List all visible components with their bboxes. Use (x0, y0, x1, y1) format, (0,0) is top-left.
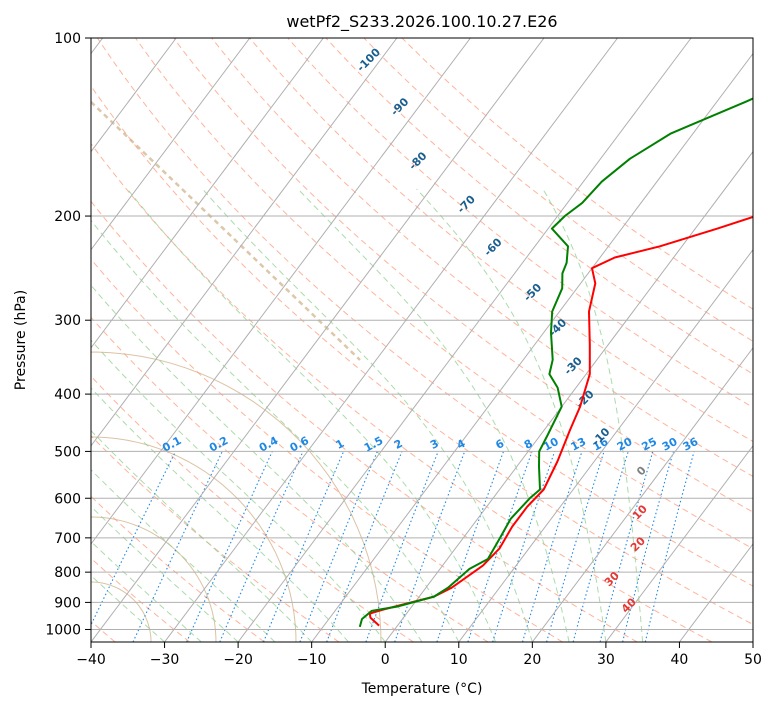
isotherm-line (91, 38, 545, 642)
mixing-ratio-label: 30 (660, 435, 680, 454)
mixing-ratio-line (219, 451, 304, 642)
mixing-ratio-line (467, 451, 533, 642)
dry-adiabat-line (135, 38, 753, 550)
mixing-ratio-line (572, 451, 629, 642)
mixing-ratio-label: 25 (639, 435, 659, 454)
mixing-ratio-label: 13 (569, 435, 589, 454)
mixing-ratio-line (91, 451, 177, 627)
dry-adiabats (91, 38, 753, 642)
isotherm-line (91, 38, 398, 447)
y-tick-label: 700 (54, 531, 81, 547)
isotherm-line (91, 38, 177, 153)
x-tick-label: −40 (76, 652, 106, 668)
dry-adiabat-line (91, 375, 414, 642)
mixing-ratio-line (599, 451, 654, 642)
y-tick-label: 800 (54, 565, 81, 581)
moist-adiabat-line (91, 429, 313, 642)
moist-adiabat-line (202, 188, 533, 642)
dry-adiabat-line (91, 258, 563, 642)
dry-adiabat-line (173, 38, 753, 513)
x-tick-label: 40 (671, 652, 689, 668)
isotherm-line (91, 38, 471, 545)
dry-adiabat-line (401, 38, 753, 310)
background-curve (91, 351, 382, 642)
dry-adiabat-line (325, 38, 753, 375)
mixing-ratio-line (436, 451, 505, 642)
mixing-ratio-line (186, 451, 273, 642)
mixing-ratio-line (262, 451, 345, 642)
isotherm-line (91, 38, 324, 349)
x-tick-label: 0 (381, 652, 390, 668)
y-tick-label: 600 (54, 491, 81, 507)
y-tick-label: 300 (54, 313, 81, 329)
x-tick-label: 10 (450, 652, 468, 668)
dewpoint-profile-line (358, 97, 753, 628)
y-tick-label: 400 (54, 387, 81, 403)
mixing-ratio-line (492, 451, 556, 642)
x-tick-label: 30 (597, 652, 615, 668)
mixing-ratio-line (644, 451, 695, 642)
moist-adiabat-line (416, 188, 607, 642)
pressure-gridlines (91, 38, 753, 630)
dry-adiabat-line (96, 38, 753, 587)
isotherm-gridlines (91, 38, 753, 642)
y-tick-label: 200 (54, 209, 81, 225)
isotherm-line (237, 38, 692, 642)
dry-adiabat-line (91, 142, 713, 642)
y-axis-label: Pressure (hPa) (13, 290, 29, 390)
y-tick-label: 500 (54, 444, 81, 460)
x-tick-label: −20 (223, 652, 253, 668)
background-curve (91, 436, 297, 642)
x-tick-label: 50 (744, 652, 762, 668)
y-tick-label: 1000 (45, 622, 81, 638)
moist-adiabat-line (91, 469, 276, 642)
moist-adiabat-line (91, 284, 423, 642)
mixing-ratio-line (521, 451, 583, 642)
moist-adiabat-line (91, 219, 460, 642)
moist-adiabat-line (91, 387, 349, 642)
isotherm-line (531, 346, 753, 642)
sounding-profiles (358, 97, 753, 628)
x-tick-label: −30 (150, 652, 180, 668)
dry-adiabat-line (363, 38, 753, 342)
dry-adiabat-line (91, 200, 638, 642)
x-axis-label: Temperature (°C) (361, 681, 483, 697)
y-tick-label: 900 (54, 595, 81, 611)
mixing-ratio-label: 20 (615, 435, 635, 454)
chart-title: wetPf2_S233.2026.100.10.27.E26 (286, 12, 557, 32)
mixing-ratio-label: 36 (681, 435, 701, 454)
dry-adiabat-line (91, 495, 265, 642)
mixing-ratio-line (622, 451, 674, 642)
moist-adiabat-line (297, 188, 570, 642)
temperature-profile-line (368, 215, 753, 627)
isotherm-line (605, 445, 753, 642)
isotherm-line (458, 248, 753, 642)
y-tick-label: 100 (54, 31, 81, 47)
background-curve (91, 101, 361, 361)
moist-adiabat-line (126, 188, 497, 642)
x-tick-label: 20 (523, 652, 541, 668)
mixing-ratio-line (394, 451, 466, 642)
isotherm-line (311, 52, 753, 642)
isotherm-line (164, 38, 618, 642)
x-axis-ticks: −40 −30 −20 −10 0 10 20 30 40 50 (76, 642, 762, 668)
isotherm-line (91, 38, 251, 251)
plot-frame (90, 37, 754, 643)
mixing-ratio-line (132, 451, 223, 642)
dry-adiabat-line (91, 316, 489, 642)
dry-adiabat-line (249, 38, 753, 443)
isotherm-line (384, 150, 753, 642)
dry-adiabat-line (287, 38, 753, 409)
mixing-ratio-label: 16 (591, 435, 611, 454)
x-tick-label: −10 (297, 652, 327, 668)
y-axis-ticks: 1000 900 800 700 600 500 400 300 200 100 (45, 31, 91, 638)
moist-adiabat-line (542, 188, 644, 642)
dry-adiabat-line (91, 85, 753, 625)
